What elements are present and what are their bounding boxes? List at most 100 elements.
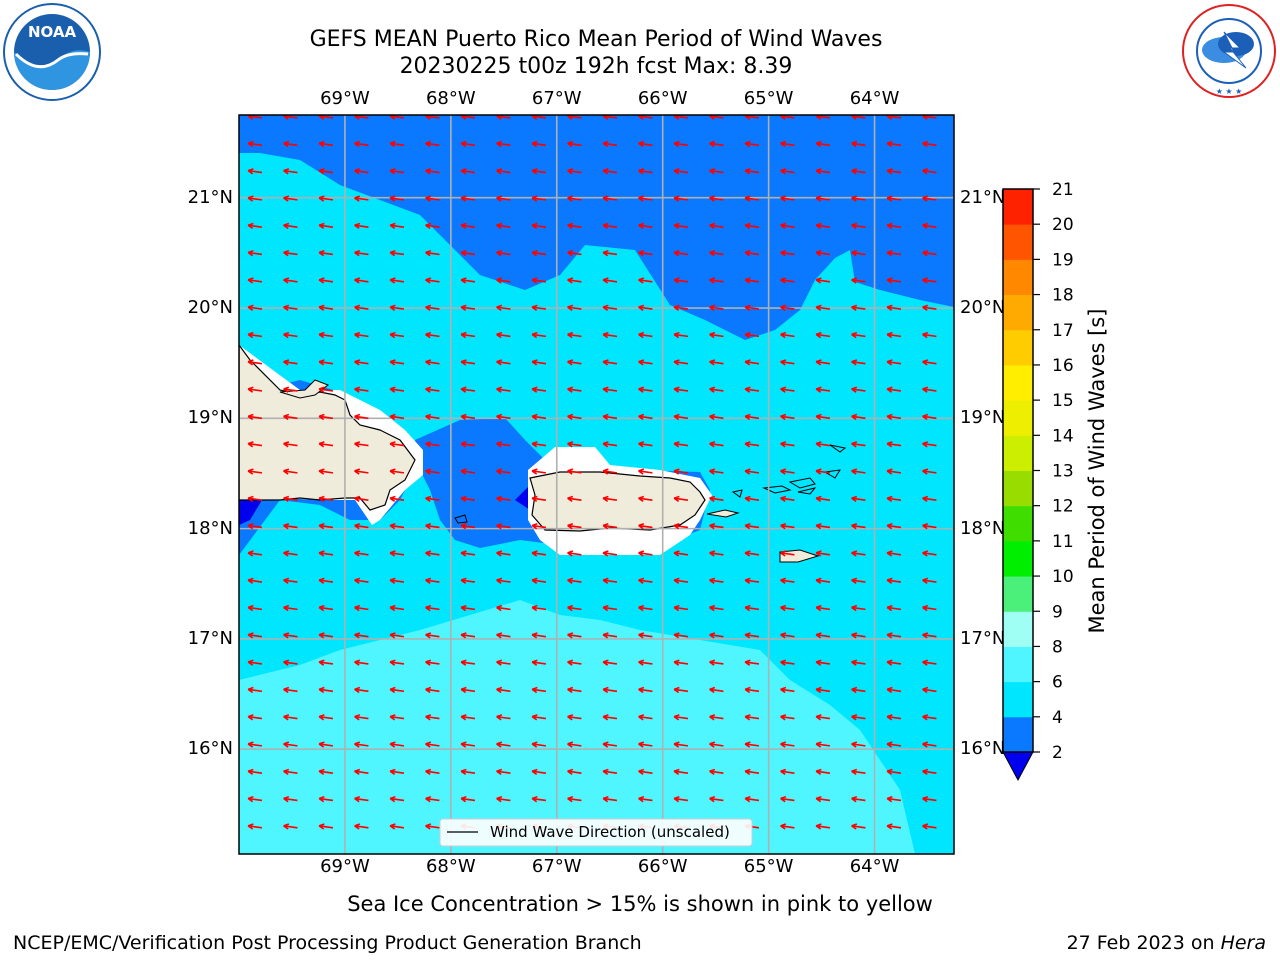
wind-wave-arrow [354,249,369,257]
wind-wave-arrow [709,686,724,694]
wind-wave-arrow [922,550,937,557]
nws-logo: ★ ★ ★ [1182,4,1276,98]
wind-wave-arrow [815,604,831,612]
wind-wave-arrow [780,577,795,584]
wind-wave-arrow [886,304,902,311]
wind-wave-arrow [247,195,263,202]
colorbar-tick-label: 9 [1052,602,1063,622]
wind-wave-arrow [638,413,653,421]
wind-wave-arrow [354,140,369,148]
wind-wave-arrow [922,522,937,530]
wind-wave-arrow [283,577,298,584]
wind-wave-arrow [460,277,476,284]
colorbar-tick-label: 6 [1052,673,1063,693]
colorbar-segment [1003,259,1033,296]
wind-wave-arrow [389,359,405,366]
colorbar-tick-label: 10 [1052,567,1074,587]
wind-wave-arrow [567,359,582,366]
lon-tick-label-bottom: 69°W [320,856,370,877]
wind-wave-arrow [354,304,369,311]
wind-wave-arrow [425,304,440,311]
wind-wave-arrow [354,795,369,803]
wind-wave-arrow [496,495,511,503]
wind-wave-arrow [709,577,724,584]
wind-wave-arrow [318,768,334,776]
wind-wave-arrow [496,714,511,721]
lon-tick-label-top: 66°W [637,88,688,109]
wind-wave-arrow [531,359,547,366]
wind-wave-arrow [425,441,440,448]
wind-wave-arrow [709,441,724,448]
wind-wave-arrow [922,359,937,366]
wind-wave-arrow [673,441,689,448]
lat-tick-label-right: 18°N [960,517,1006,539]
colorbar: 2 4 6 8 9 10 11 12 13 14 15 16 17 18 19 20 21 [1002,180,1074,782]
wind-wave-arrow [496,550,511,557]
wind-wave-arrow [318,468,334,475]
wind-wave-arrow [638,140,653,148]
wind-wave-arrow [354,168,369,175]
wind-wave-arrow [709,495,724,503]
wind-wave-arrow [673,413,689,421]
wind-wave-arrow [673,140,689,148]
wind-wave-arrow [780,550,795,557]
wind-wave-arrow [744,714,760,721]
wind-wave-arrow [886,795,902,803]
wind-wave-arrow [851,823,866,830]
wind-wave-arrow [389,413,405,421]
wind-wave-arrow [922,222,937,230]
wind-wave-arrow [389,468,405,475]
wind-wave-arrow [638,249,653,257]
wind-wave-arrow [318,441,334,448]
wind-wave-arrow [247,741,263,748]
wind-wave-arrow [815,331,831,339]
wind-wave-arrow [602,686,618,694]
wind-wave-arrow [780,359,795,366]
wind-wave-arrow [247,768,263,776]
colorbar-segment [1003,435,1033,471]
land-st-croix [779,549,820,563]
colorbar-tick-label: 16 [1052,356,1074,376]
wind-wave-arrow [851,386,866,393]
colorbar-tick-label: 20 [1052,215,1074,235]
wind-wave-arrow [460,632,476,639]
wind-wave-arrow [425,222,440,230]
wind-wave-arrow [886,195,902,202]
wind-wave-arrow [531,604,547,612]
wind-wave-arrow [283,331,298,339]
wind-wave-arrow [460,659,476,666]
wind-wave-arrow [567,386,582,393]
wind-wave-arrow [425,277,440,284]
wind-wave-arrow [318,222,334,230]
wind-wave-arrow [886,632,902,639]
colorbar-tick-label: 4 [1052,708,1063,728]
wind-wave-arrow [318,304,334,311]
wind-wave-arrow [922,386,937,393]
wind-wave-arrow [815,222,831,230]
land-virgin-islands [731,444,847,498]
wind-wave-arrow [602,304,618,311]
lat-tick-label-right: 21°N [960,186,1006,208]
wind-wave-arrow [247,522,263,530]
lat-tick-label-left: 18°N [187,517,233,539]
wind-wave-arrow [886,550,902,557]
wind-wave-arrow [389,140,405,148]
wind-wave-arrow [531,277,547,284]
wind-wave-arrow [460,222,476,230]
wind-wave-arrow [531,768,547,776]
footer-host: Hera [1220,932,1266,954]
wind-wave-arrow [425,577,440,584]
wind-wave-arrow [318,495,334,503]
wind-wave-arrow [567,468,582,475]
wind-wave-arrow [283,222,298,230]
wind-wave-arrow [602,140,618,148]
wind-wave-arrow [354,331,369,339]
wind-wave-arrow [283,468,298,475]
colorbar-segment [1003,505,1033,542]
wind-wave-arrow [531,413,547,421]
wind-wave-arrow [886,331,902,339]
wind-wave-arrow [886,823,902,830]
wind-wave-arrow [638,577,653,584]
wind-wave-arrow [354,577,369,584]
wind-wave-arrow [567,768,582,776]
